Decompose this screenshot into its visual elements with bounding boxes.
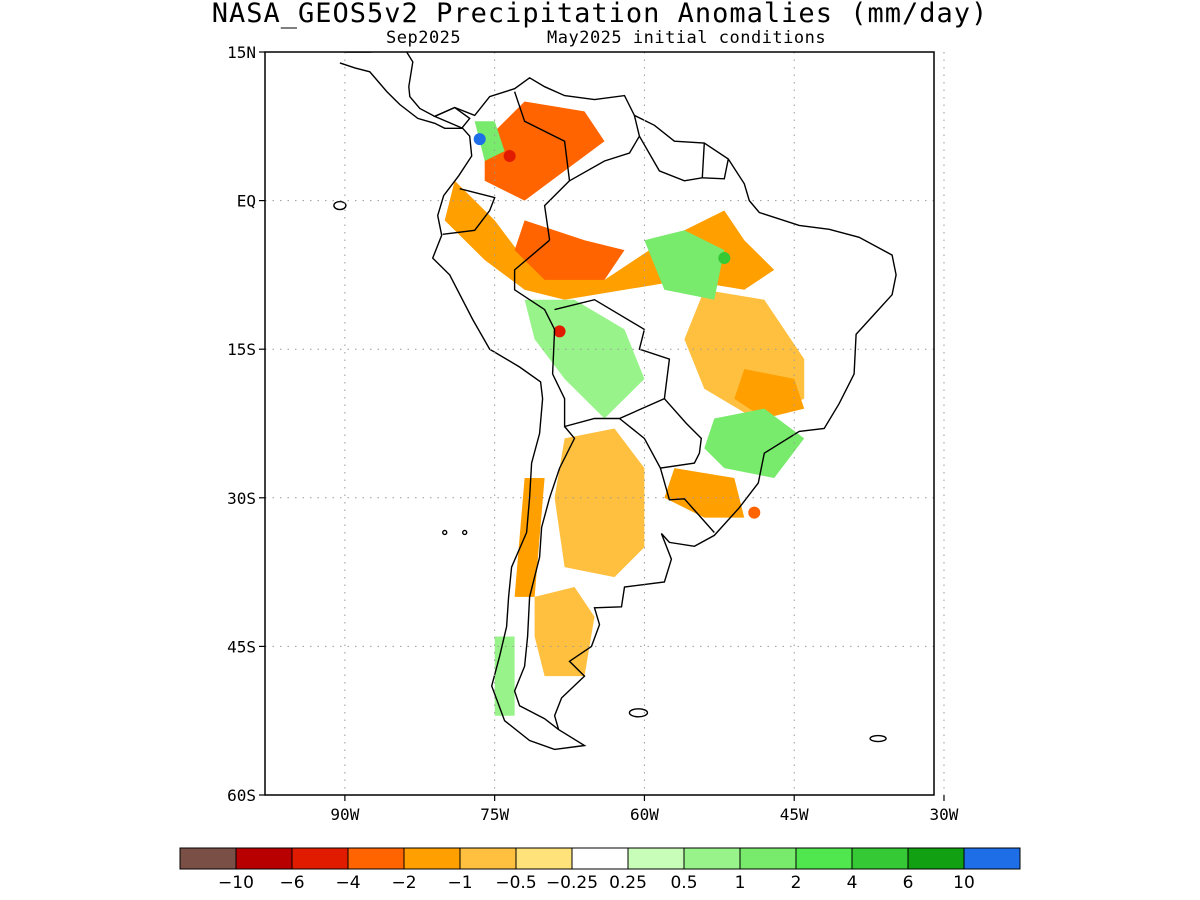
anomaly-patch (474, 121, 505, 161)
island-outline (333, 200, 347, 211)
longitude-tick-label: 45W (780, 805, 809, 824)
anomaly-spot (748, 506, 761, 519)
national-border (513, 91, 571, 241)
colorbar-label: −10 (218, 873, 254, 893)
colorbar: −10 −6 −4 −2 −1 −0.5 −0.25 0.25 0.5 1 2 4 6 10 (179, 847, 1021, 893)
colorbar-swatch (235, 847, 293, 870)
colorbar-swatch (627, 847, 685, 870)
latitude-tick-label: 30S (227, 489, 256, 508)
anomaly-patch (554, 428, 645, 578)
anomaly-spot (718, 252, 731, 265)
longitude-tick-label: 90W (330, 805, 359, 824)
colorbar-label: −2 (391, 873, 416, 893)
colorbar-swatch (403, 847, 461, 870)
colorbar-label: 0.25 (609, 873, 647, 893)
island-outline (442, 529, 448, 536)
latitude-tick-label: 45S (227, 637, 256, 656)
national-border (442, 188, 496, 235)
colorbar-swatch (347, 847, 405, 870)
anomaly-patch (664, 468, 745, 518)
island-outline (628, 708, 649, 718)
national-border (659, 467, 715, 533)
longitude-tick-label: 60W (630, 805, 659, 824)
colorbar-label: 2 (791, 873, 802, 893)
colorbar-swatch (907, 847, 965, 870)
national-border (638, 135, 705, 182)
anomaly-patch (514, 220, 625, 280)
colorbar-label: −6 (279, 873, 304, 893)
colorbar-swatch (851, 847, 909, 870)
longitude-tick-label: 75W (480, 805, 509, 824)
central-america-coastline (339, 52, 471, 130)
colorbar-label: 1 (735, 873, 746, 893)
colorbar-label: 0.5 (670, 873, 697, 893)
national-border (619, 398, 703, 469)
island-outline (869, 734, 887, 743)
colorbar-label: −4 (335, 873, 360, 893)
anomaly-patch (484, 101, 605, 201)
anomaly-patch (514, 478, 545, 597)
colorbar-swatch (795, 847, 853, 870)
national-border (702, 158, 729, 180)
colorbar-label: −0.25 (546, 873, 598, 893)
colorbar-swatch (571, 847, 629, 870)
latitude-tick-label: 60S (227, 786, 256, 805)
colorbar-swatch (739, 847, 797, 870)
national-border (513, 426, 576, 731)
colorbar-label: 10 (953, 873, 975, 893)
south-america-coastline (431, 76, 897, 751)
anomaly-patch (704, 408, 805, 478)
anomaly-spot (473, 133, 486, 146)
anomaly-patch (734, 369, 805, 419)
colorbar-label: 6 (903, 873, 914, 893)
colorbar-swatch (459, 847, 517, 870)
island-outline (462, 529, 468, 536)
coastline-layer (333, 52, 966, 751)
anomaly-spot (553, 325, 566, 338)
longitude-tick-label: 30W (930, 805, 959, 824)
anomaly-patches (444, 101, 805, 716)
colorbar-label: −0.5 (495, 873, 536, 893)
colorbar-swatch (515, 847, 573, 870)
national-border (569, 115, 641, 182)
latitude-tick-label: 15N (227, 43, 256, 62)
colorbar-label: 4 (847, 873, 858, 893)
colorbar-label: −1 (447, 873, 472, 893)
colorbar-swatch (179, 847, 237, 870)
colorbar-swatch (291, 847, 349, 870)
axis-ticks: 15N EQ 15S 30S 45S 60S 90W 75W 60W 45W 30W (227, 43, 959, 824)
valid-month: Sep2025 (386, 28, 462, 48)
colorbar-swatch (683, 847, 741, 870)
island-outline (962, 402, 966, 406)
map-frame (264, 51, 935, 796)
anomaly-spot (503, 150, 516, 163)
central-america-land (339, 52, 470, 129)
init-conditions: May2025 initial conditions (547, 28, 827, 48)
national-border (513, 239, 556, 375)
colorbar-swatch (963, 847, 1021, 870)
latitude-tick-label: EQ (237, 192, 256, 211)
latitude-tick-label: 15S (227, 340, 256, 359)
anomaly-patch (644, 230, 725, 300)
chart-title: NASA_GEOS5v2 Precipitation Anomalies (mm… (211, 0, 989, 29)
